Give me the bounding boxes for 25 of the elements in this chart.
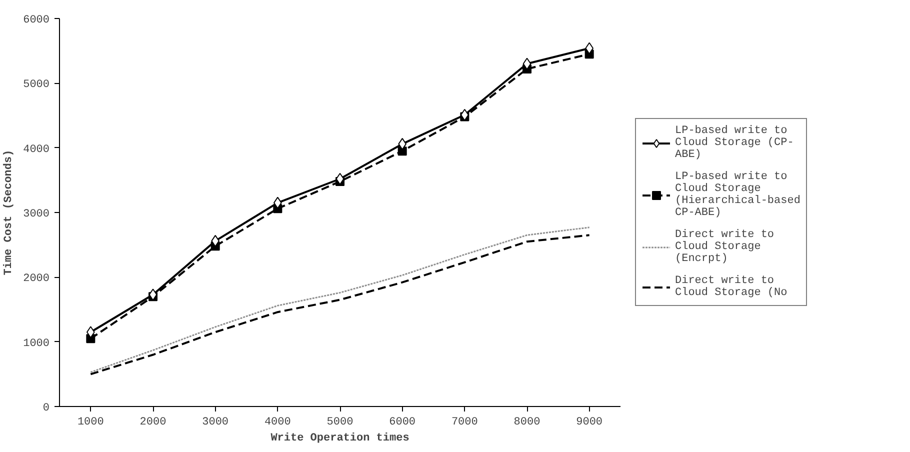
legend-label: LP-based write to Cloud Storage (Hierarchical-based CP-ABE)	[675, 171, 800, 219]
point	[336, 172, 344, 185]
y-tick-label: 4000	[23, 144, 50, 156]
x-tick-label: 7000	[451, 416, 478, 428]
y-tick-label: 0	[42, 402, 50, 414]
legend-label: LP-based write to Cloud Storage (CP-ABE)	[675, 125, 794, 161]
x-tick-label: 3000	[202, 416, 229, 428]
legend-label: Direct write to Cloud Storage (No	[675, 275, 788, 299]
x-tick-label: 8000	[514, 416, 540, 428]
x-tick-label: 5000	[326, 416, 354, 428]
x-axis-title: Write Operation times	[270, 432, 410, 444]
y-tick-label: 2000	[23, 273, 50, 286]
x-tick-label: 9000	[576, 416, 603, 428]
y-tick-label: 5000	[23, 79, 50, 92]
x-tick-label: 6000	[389, 416, 416, 428]
x-tick-label: 2000	[140, 416, 166, 428]
point	[148, 288, 158, 301]
point	[522, 58, 532, 70]
x-tick-label: 1000	[77, 416, 104, 428]
x-tick-label: 4000	[264, 416, 291, 428]
y-tick-label: 6000	[23, 14, 50, 26]
y-tick-label: 3000	[23, 208, 50, 220]
y-axis-title: Time Cost (Seconds)	[3, 150, 16, 276]
legend-label: Direct write to Cloud Storage (Encrpt)	[675, 229, 774, 265]
y-tick-label: 1000	[23, 338, 50, 350]
